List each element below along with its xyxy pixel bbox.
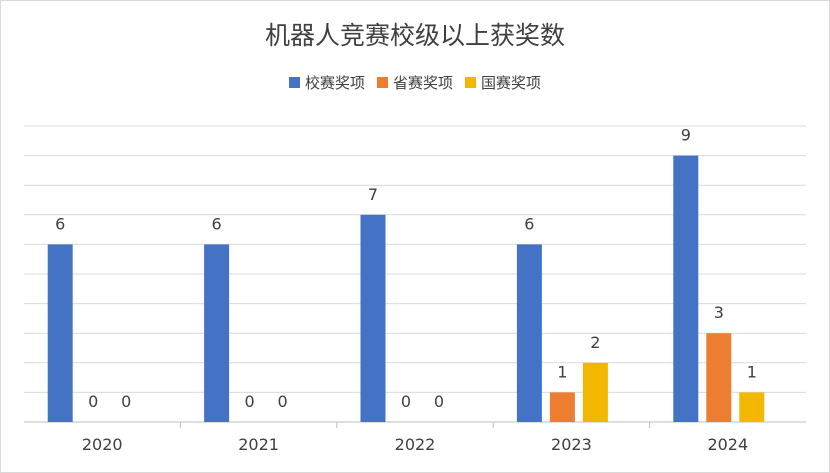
data-label: 0 [121,392,131,411]
legend-swatch [288,77,300,88]
bar [516,244,542,422]
data-label: 6 [55,214,65,233]
x-tick-label: 2022 [395,435,436,454]
legend-item-3: 国赛奖项 [465,72,541,93]
bar [47,244,73,422]
legend-label: 省赛奖项 [392,74,453,92]
bar [549,392,575,422]
legend-label: 国赛奖项 [481,74,542,92]
x-tick-label: 2024 [707,435,748,454]
bar [739,392,765,422]
bar [360,214,386,422]
legend-item-1: 校赛奖项 [288,72,365,93]
x-tick-label: 2021 [238,435,279,454]
data-label: 0 [278,392,288,411]
bar [204,244,230,422]
data-label: 1 [747,362,757,381]
data-label: 6 [524,214,534,233]
legend-swatch [376,77,388,88]
chart-title: 机器人竞赛校级以上获奖数 [264,21,565,50]
data-label: 1 [557,362,567,381]
chart-legend: 校赛奖项 省赛奖项 国赛奖项 [0,72,830,93]
data-label: 2 [590,333,600,352]
data-label: 9 [681,126,691,145]
legend-label: 校赛奖项 [304,74,365,92]
legend-item-2: 省赛奖项 [376,72,453,93]
legend-swatch [465,77,476,88]
bar [673,155,699,422]
data-label: 0 [401,392,411,411]
x-tick-label: 2023 [551,435,592,454]
x-tick-label: 2020 [82,435,123,454]
data-label: 3 [714,303,724,322]
bar [706,333,732,422]
bar [582,362,608,422]
data-label: 6 [212,214,222,233]
data-label: 0 [245,392,255,411]
data-label: 7 [368,185,378,204]
data-label: 0 [88,392,98,411]
data-label: 0 [434,392,444,411]
